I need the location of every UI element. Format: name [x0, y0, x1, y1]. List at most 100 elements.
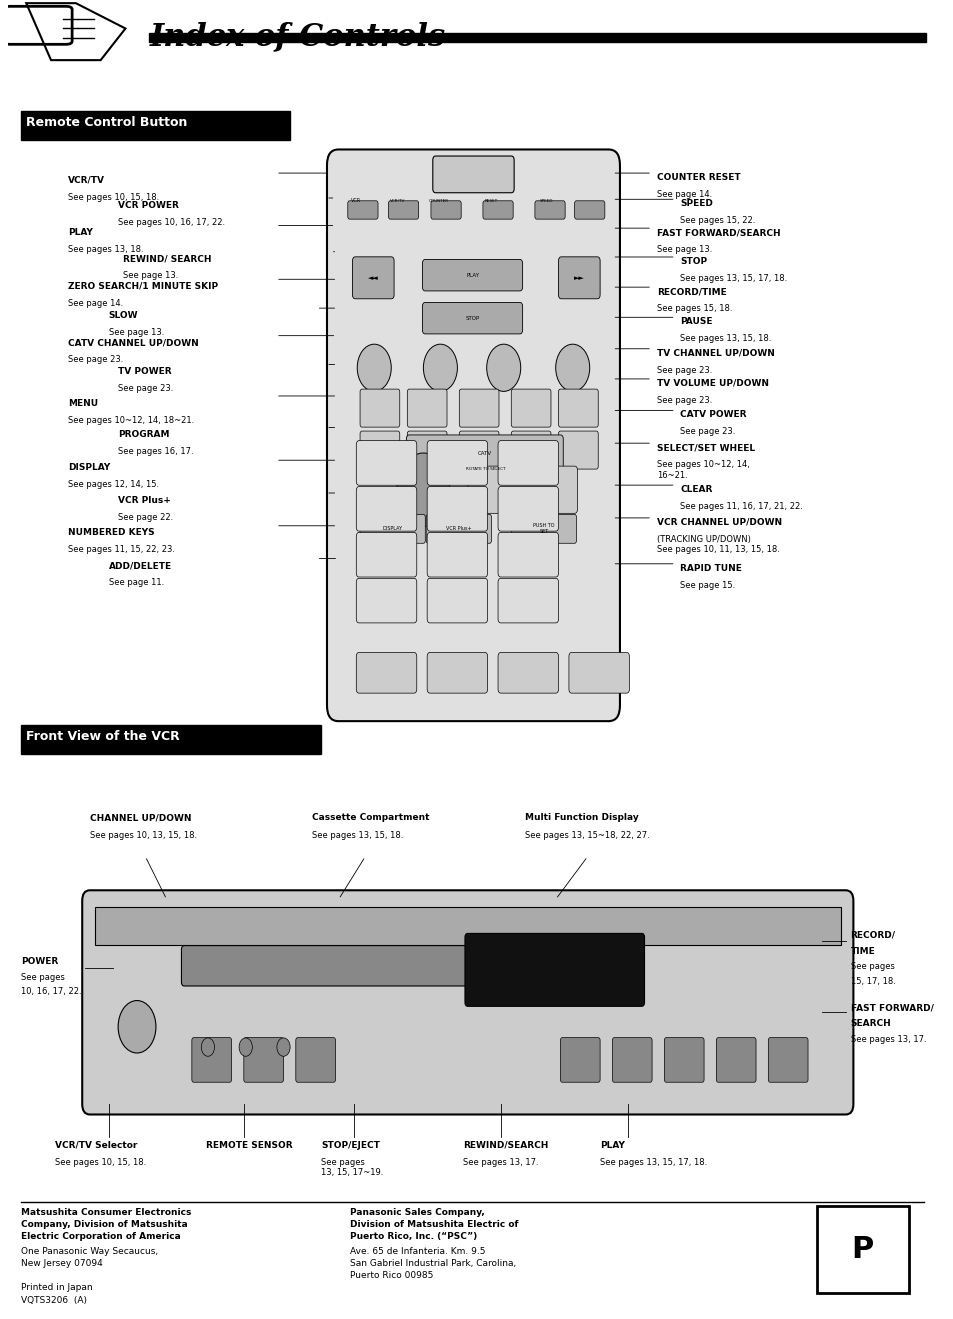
FancyBboxPatch shape — [431, 200, 460, 219]
Text: PLAY: PLAY — [68, 228, 92, 237]
Text: Index of Controls: Index of Controls — [150, 21, 445, 51]
Text: RESET: RESET — [484, 199, 497, 203]
FancyBboxPatch shape — [482, 200, 513, 219]
Text: See pages 13, 17.: See pages 13, 17. — [462, 1158, 538, 1167]
Text: See page 23.: See page 23. — [679, 427, 735, 437]
Text: COUNTER: COUNTER — [429, 199, 449, 203]
Text: TV POWER: TV POWER — [118, 367, 172, 376]
FancyBboxPatch shape — [458, 389, 498, 427]
Text: Matsushita Consumer Electronics
Company, Division of Matsushita
Electric Corpora: Matsushita Consumer Electronics Company,… — [21, 1208, 191, 1241]
Text: See page 23.: See page 23. — [68, 355, 123, 364]
FancyBboxPatch shape — [427, 578, 487, 623]
Text: ADD/DELETE: ADD/DELETE — [109, 561, 172, 570]
Text: CATV POWER: CATV POWER — [679, 410, 746, 419]
FancyBboxPatch shape — [427, 533, 487, 576]
Text: DISPLAY: DISPLAY — [382, 526, 402, 532]
FancyBboxPatch shape — [663, 1038, 703, 1082]
FancyBboxPatch shape — [816, 1207, 908, 1293]
FancyBboxPatch shape — [422, 302, 522, 334]
Text: FAST FORWARD/: FAST FORWARD/ — [850, 1002, 932, 1012]
FancyBboxPatch shape — [497, 487, 558, 532]
Text: See page 22.: See page 22. — [118, 513, 173, 522]
Text: P: P — [851, 1235, 873, 1264]
Text: See page 14.: See page 14. — [656, 190, 711, 199]
FancyBboxPatch shape — [327, 149, 619, 721]
Text: Ave. 65 de Infanteria. Km. 9.5
San Gabriel Industrial Park, Carolina,
Puerto Ric: Ave. 65 de Infanteria. Km. 9.5 San Gabri… — [350, 1246, 516, 1281]
Text: Front View of the VCR: Front View of the VCR — [26, 731, 179, 744]
Text: SLOW: SLOW — [109, 311, 138, 319]
Text: POWER: POWER — [21, 958, 58, 966]
FancyBboxPatch shape — [355, 487, 416, 532]
Text: See pages 15, 22.: See pages 15, 22. — [679, 216, 755, 226]
FancyBboxPatch shape — [295, 1038, 335, 1082]
Text: CATV CHANNEL UP/DOWN: CATV CHANNEL UP/DOWN — [68, 338, 198, 347]
Text: See page 15.: See page 15. — [679, 580, 735, 590]
FancyBboxPatch shape — [458, 431, 498, 470]
Text: VCR Plus+: VCR Plus+ — [446, 526, 471, 532]
Circle shape — [239, 1038, 252, 1057]
Circle shape — [356, 344, 391, 392]
Text: See pages: See pages — [21, 973, 65, 981]
Text: Remote Control Button: Remote Control Button — [26, 116, 187, 129]
Text: SPEED: SPEED — [679, 199, 713, 208]
Text: See page 13.: See page 13. — [656, 245, 712, 255]
FancyBboxPatch shape — [511, 389, 551, 427]
Text: MENU: MENU — [68, 398, 98, 408]
Text: See pages 13, 15, 17, 18.: See pages 13, 15, 17, 18. — [679, 274, 787, 284]
FancyBboxPatch shape — [359, 514, 425, 543]
Text: See pages: See pages — [850, 963, 894, 971]
Text: TV CHANNEL UP/DOWN: TV CHANNEL UP/DOWN — [656, 348, 774, 357]
Text: CLEAR: CLEAR — [679, 485, 712, 495]
Text: ◄◄: ◄◄ — [368, 274, 378, 281]
Text: RECORD/: RECORD/ — [850, 931, 895, 940]
FancyBboxPatch shape — [359, 431, 399, 470]
FancyBboxPatch shape — [568, 653, 629, 694]
FancyBboxPatch shape — [535, 200, 564, 219]
Text: COUNTER RESET: COUNTER RESET — [656, 173, 740, 182]
Text: TV VOLUME UP/DOWN: TV VOLUME UP/DOWN — [656, 379, 768, 388]
Text: See page 14.: See page 14. — [68, 299, 123, 307]
FancyBboxPatch shape — [511, 431, 551, 470]
Text: See pages
13, 15, 17~19.: See pages 13, 15, 17~19. — [321, 1158, 383, 1177]
Text: See pages 13, 15, 18.: See pages 13, 15, 18. — [312, 831, 403, 840]
Text: See pages 16, 17.: See pages 16, 17. — [118, 447, 193, 456]
Text: VCR/TV: VCR/TV — [390, 199, 405, 203]
FancyBboxPatch shape — [612, 1038, 652, 1082]
Text: 15, 17, 18.: 15, 17, 18. — [850, 977, 895, 985]
Text: See page 13.: See page 13. — [109, 328, 164, 336]
Text: See pages 10~12, 14, 18~21.: See pages 10~12, 14, 18~21. — [68, 415, 194, 425]
FancyBboxPatch shape — [558, 389, 598, 427]
FancyBboxPatch shape — [407, 431, 447, 470]
Text: RECORD/TIME: RECORD/TIME — [656, 288, 726, 297]
FancyBboxPatch shape — [433, 156, 514, 193]
FancyBboxPatch shape — [511, 514, 576, 543]
Text: VCR/TV: VCR/TV — [68, 175, 105, 185]
Text: See page 23.: See page 23. — [656, 396, 712, 405]
Text: (TRACKING UP/DOWN)
See pages 10, 11, 13, 15, 18.: (TRACKING UP/DOWN) See pages 10, 11, 13,… — [656, 536, 779, 554]
Text: See pages 13, 17.: See pages 13, 17. — [850, 1034, 925, 1043]
Text: See pages 10~12, 14,
16~21.: See pages 10~12, 14, 16~21. — [656, 460, 749, 480]
FancyBboxPatch shape — [559, 1038, 599, 1082]
Text: See pages 13, 18.: See pages 13, 18. — [68, 245, 144, 255]
FancyBboxPatch shape — [497, 533, 558, 576]
FancyBboxPatch shape — [355, 653, 416, 694]
Text: REWIND/ SEARCH: REWIND/ SEARCH — [123, 255, 212, 264]
FancyBboxPatch shape — [427, 653, 487, 694]
Text: PROGRAM: PROGRAM — [118, 430, 170, 439]
FancyBboxPatch shape — [388, 200, 418, 219]
FancyBboxPatch shape — [244, 1038, 283, 1082]
Text: VCR POWER: VCR POWER — [118, 200, 179, 210]
FancyBboxPatch shape — [422, 260, 522, 291]
Text: See pages 13, 15, 18.: See pages 13, 15, 18. — [679, 334, 771, 343]
Text: SEARCH: SEARCH — [850, 1018, 890, 1028]
Text: See page 23.: See page 23. — [656, 365, 712, 375]
Text: See pages 13, 15, 17, 18.: See pages 13, 15, 17, 18. — [599, 1158, 706, 1167]
Text: REWIND/SEARCH: REWIND/SEARCH — [462, 1141, 548, 1150]
Text: DISPLAY: DISPLAY — [68, 463, 111, 472]
Text: See page 23.: See page 23. — [118, 384, 173, 393]
Text: PAUSE: PAUSE — [679, 318, 712, 326]
Text: See pages 11, 15, 22, 23.: See pages 11, 15, 22, 23. — [68, 546, 174, 554]
Text: STOP: STOP — [465, 315, 479, 321]
FancyBboxPatch shape — [427, 487, 487, 532]
FancyBboxPatch shape — [497, 578, 558, 623]
